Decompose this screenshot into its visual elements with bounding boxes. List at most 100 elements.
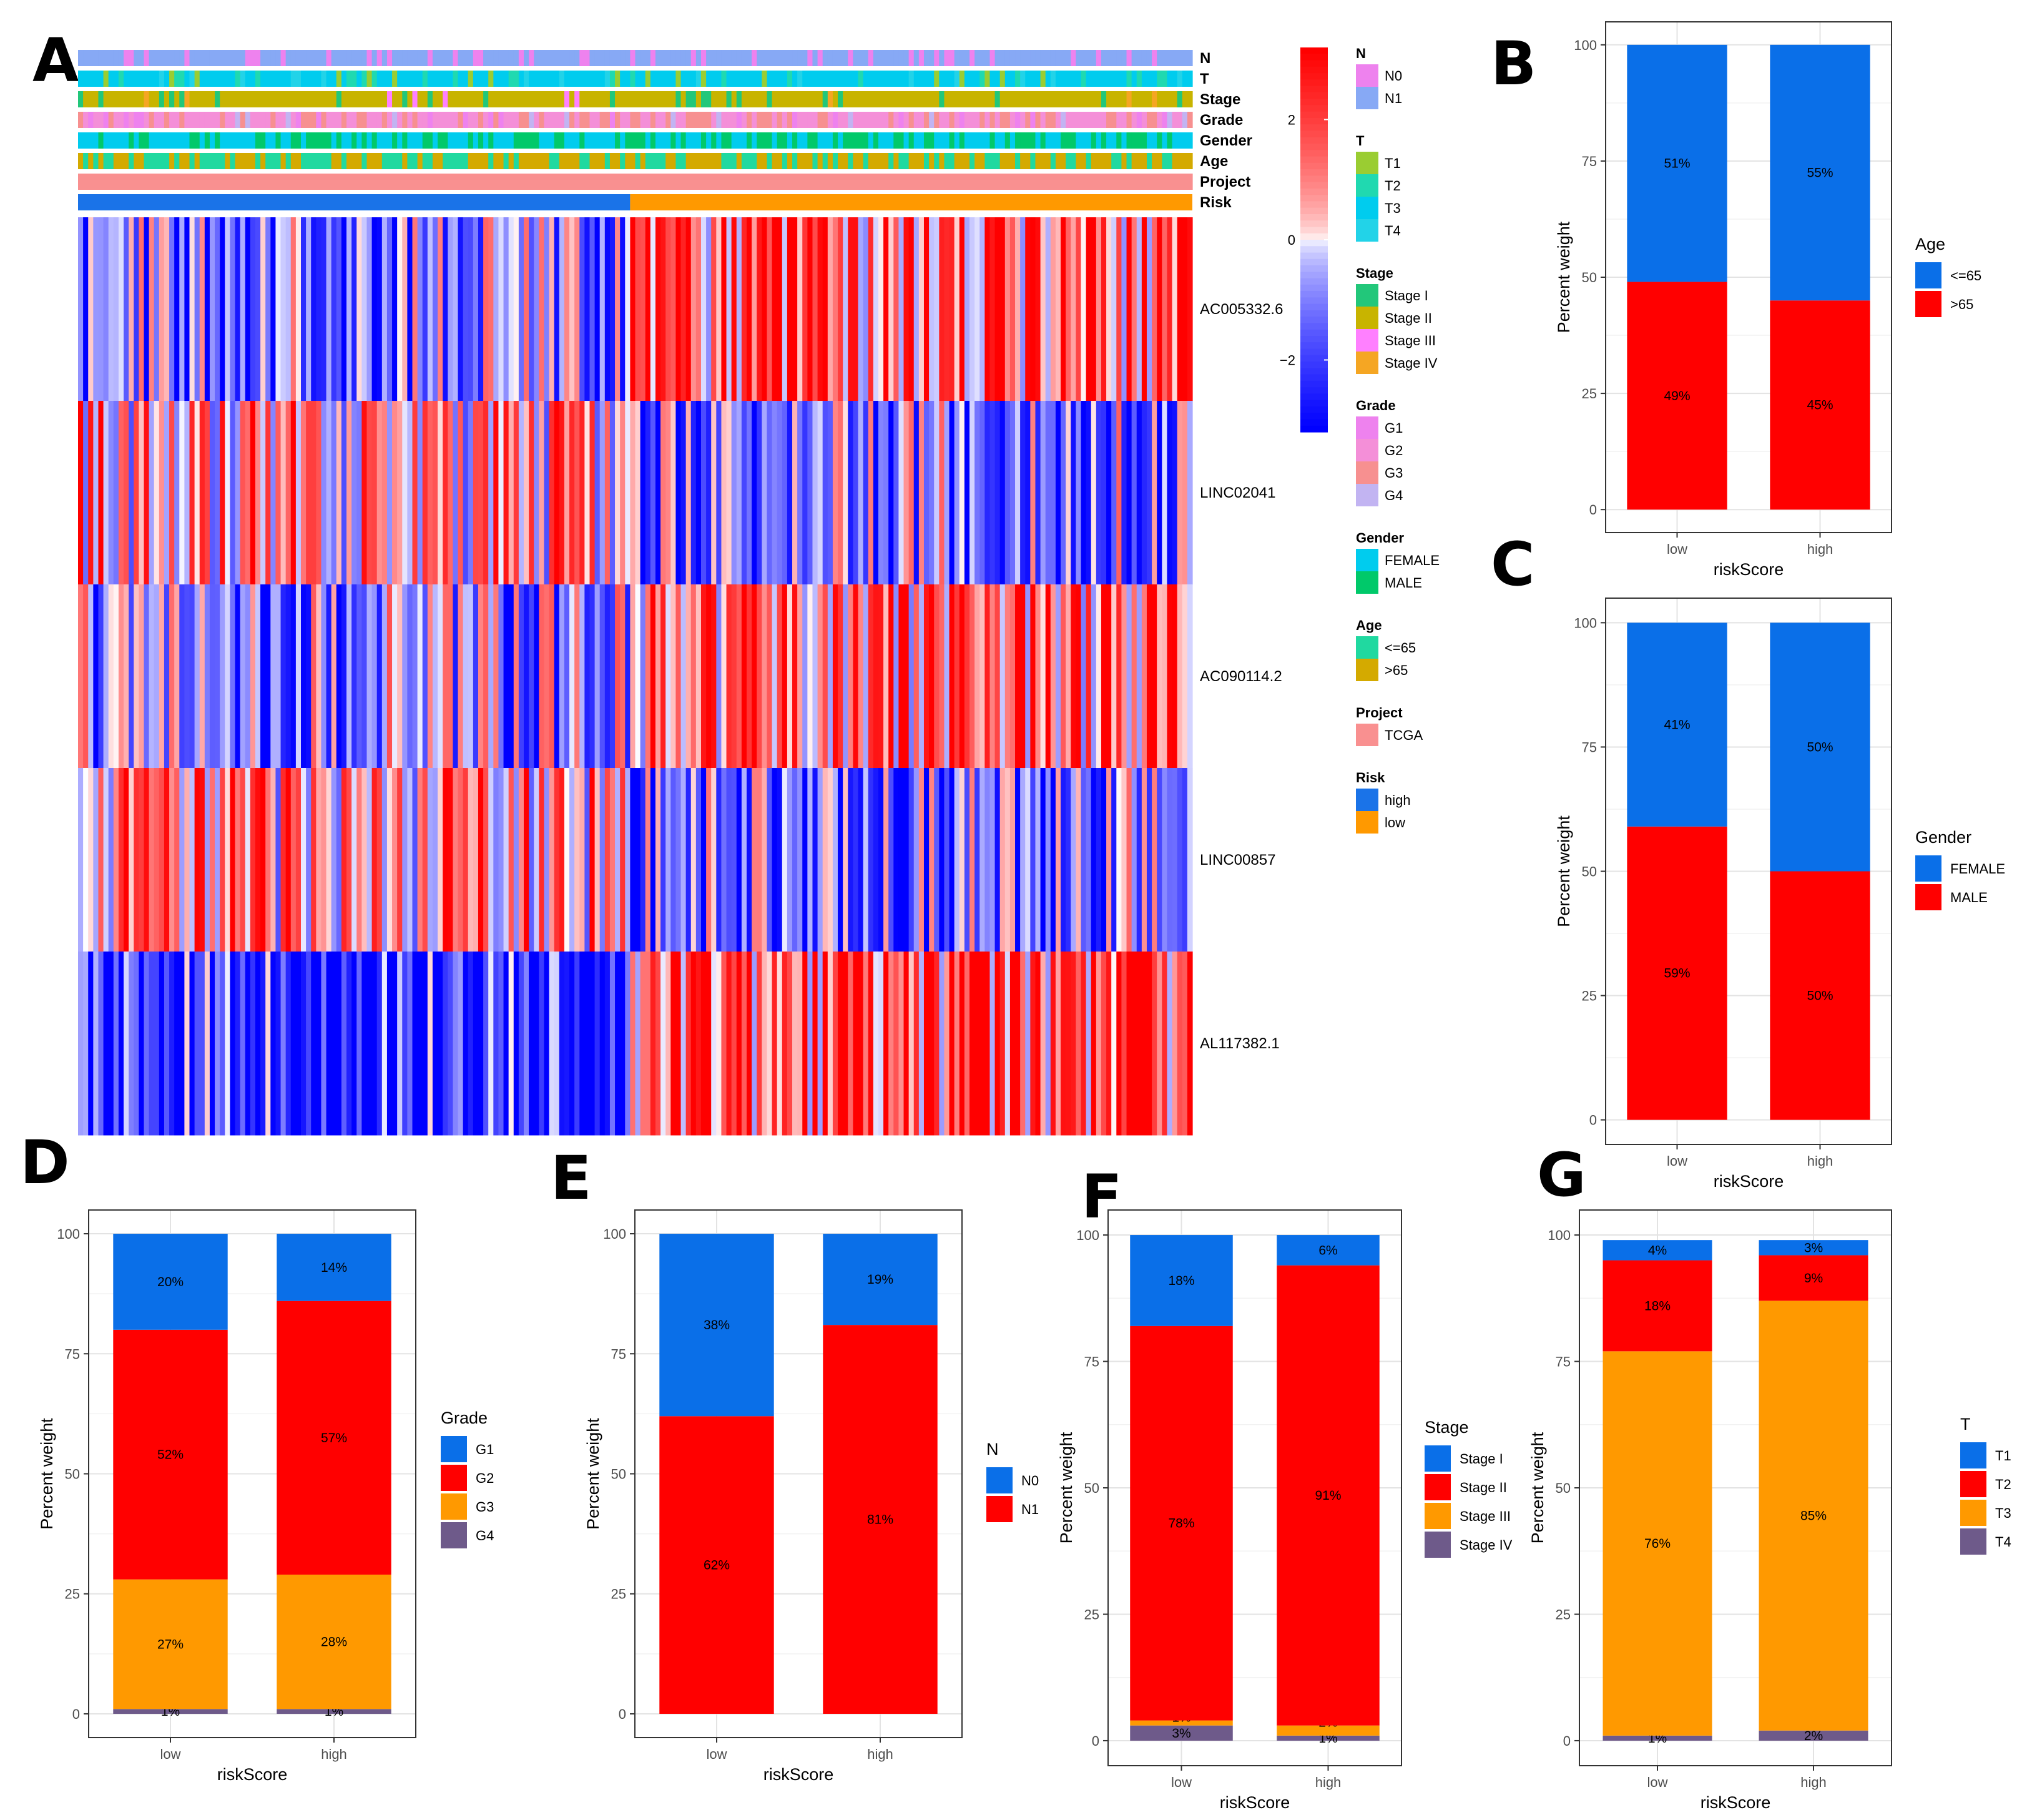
- legend-label: Stage I: [1460, 1451, 1503, 1467]
- annotation-cell: [376, 112, 383, 128]
- heatmap-cell: [1071, 952, 1076, 1136]
- heatmap-cell: [134, 952, 139, 1136]
- heatmap-cell: [113, 952, 119, 1136]
- annotation-cell: [341, 153, 347, 169]
- annotation-cell: [1162, 71, 1168, 87]
- annotation-cell: [736, 50, 742, 66]
- annotation-cell: [549, 132, 555, 149]
- x-axis-title: riskScore: [1701, 1793, 1771, 1812]
- heatmap-cell: [757, 401, 762, 585]
- heatmap-cell: [376, 952, 383, 1136]
- annotation-cell: [974, 112, 980, 128]
- heatmap-cell: [1187, 217, 1193, 401]
- annotation-cell: [1009, 132, 1016, 149]
- annotation-cell: [700, 50, 707, 66]
- legend-swatch: [1356, 64, 1378, 87]
- annotation-cell: [741, 112, 747, 128]
- annotation-cell: [812, 153, 818, 169]
- heatmap-cell: [893, 401, 900, 585]
- annotation-cell: [685, 174, 692, 190]
- heatmap-cell: [341, 217, 347, 401]
- annotation-cell: [209, 71, 215, 87]
- annotation-cell: [777, 71, 783, 87]
- heatmap-cell: [301, 217, 307, 401]
- heatmap-cell: [1076, 584, 1082, 769]
- heatmap-cell: [1162, 768, 1168, 952]
- legend-label: T1: [1385, 155, 1401, 171]
- annotation-cell: [615, 132, 621, 149]
- heatmap-cell: [1111, 952, 1117, 1136]
- heatmap-cell: [498, 584, 504, 769]
- annotation-cell: [194, 50, 200, 66]
- heatmap-cell: [280, 401, 287, 585]
- heatmap-cell: [199, 401, 205, 585]
- colorbar-segment: [1300, 362, 1328, 368]
- heatmap-cell: [690, 768, 697, 952]
- annotation-cell: [129, 153, 134, 169]
- annotation-cell: [843, 132, 848, 149]
- annotation-cell: [832, 50, 838, 66]
- annotation-cell: [453, 153, 459, 169]
- annotation-cell: [443, 112, 448, 128]
- heatmap-cell: [893, 584, 900, 769]
- heatmap-cell: [934, 952, 940, 1136]
- heatmap-cell: [331, 952, 337, 1136]
- annotation-cell: [361, 153, 368, 169]
- heatmap-cell: [321, 217, 327, 401]
- annotation-cell: [802, 71, 808, 87]
- heatmap-cell: [726, 217, 732, 401]
- annotation-cell: [554, 112, 560, 128]
- heatmap-cell: [954, 217, 960, 401]
- bar-segment-high--65: [1770, 300, 1870, 510]
- heatmap-cell: [463, 217, 469, 401]
- x-tick-label: low: [1667, 1153, 1687, 1169]
- heatmap-cell: [341, 952, 347, 1136]
- annotation-cell: [959, 91, 965, 107]
- annotation-cell: [1126, 174, 1132, 190]
- heatmap-cell: [311, 768, 317, 952]
- annotation-cell: [144, 112, 150, 128]
- annotation-cell: [265, 174, 271, 190]
- legend-title: Age: [1915, 235, 1945, 253]
- legend-title: Grade: [441, 1409, 488, 1427]
- annotation-cell: [888, 132, 894, 149]
- heatmap-cell: [290, 217, 297, 401]
- annotation-cell: [483, 132, 489, 149]
- heatmap-cell: [630, 217, 636, 401]
- heatmap-cell: [1157, 401, 1162, 585]
- annotation-cell: [189, 71, 195, 87]
- annotation-cell: [1116, 71, 1122, 87]
- annotation-cell: [625, 50, 631, 66]
- heatmap-cell: [1096, 768, 1102, 952]
- heatmap-cell: [346, 401, 352, 585]
- annotation-cell: [979, 91, 985, 107]
- annotation-cell: [554, 91, 560, 107]
- heatmap-cell: [721, 584, 727, 769]
- annotation-cell: [549, 174, 555, 190]
- heatmap-cell: [159, 584, 165, 769]
- annotation-cell: [569, 112, 575, 128]
- annotation-cell: [1096, 132, 1102, 149]
- annotation-cell: [103, 112, 109, 128]
- heatmap-cell: [994, 768, 1001, 952]
- heatmap-cell: [731, 584, 737, 769]
- annotation-cell: [695, 174, 702, 190]
- heatmap-cell: [665, 952, 671, 1136]
- heatmap-cell: [381, 401, 388, 585]
- annotation-cell: [184, 112, 190, 128]
- annotation-cell: [999, 174, 1006, 190]
- heatmap-cell: [544, 952, 550, 1136]
- annotation-cell: [473, 50, 479, 66]
- annotation-cell: [1071, 112, 1076, 128]
- annotation-cell: [392, 71, 398, 87]
- heatmap-cell: [979, 768, 985, 952]
- annotation-cell: [1061, 174, 1066, 190]
- colorbar-segment: [1300, 137, 1328, 144]
- heatmap-cell: [913, 401, 920, 585]
- annotation-cell: [513, 132, 519, 149]
- annotation-cell: [873, 112, 879, 128]
- heatmap-cell: [270, 584, 277, 769]
- annotation-cell: [939, 71, 945, 87]
- annotation-cell: [493, 112, 499, 128]
- heatmap-cell: [113, 584, 119, 769]
